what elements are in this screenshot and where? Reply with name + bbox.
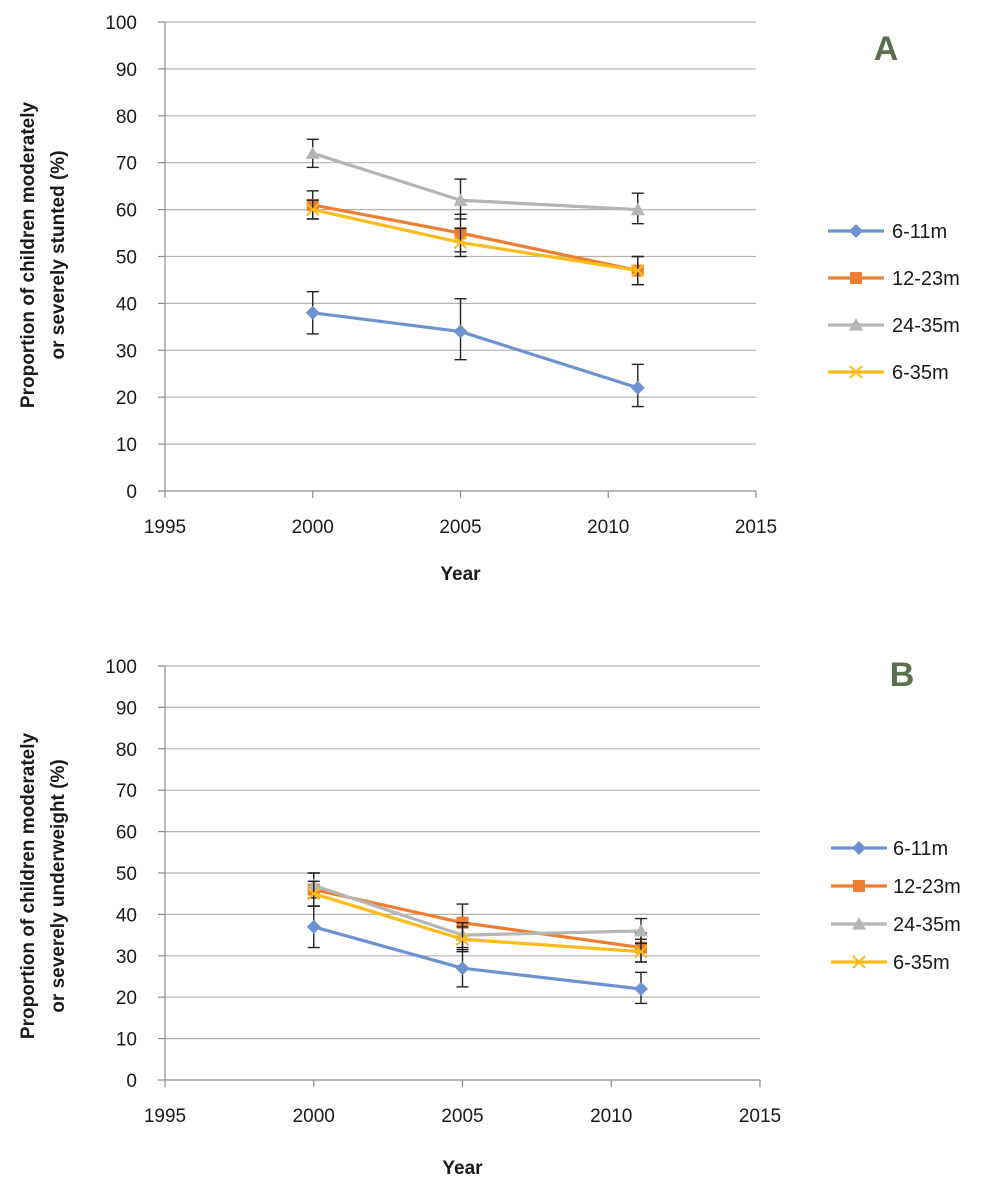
series-6-35m <box>306 199 645 286</box>
legend-label: 12-23m <box>892 268 960 290</box>
stunting-chart: 0 10 20 30 40 50 60 70 80 90 100 1995 2000 2005 2010 20… <box>18 13 960 585</box>
y-tick-label: 20 <box>116 388 137 409</box>
data-point <box>634 944 648 959</box>
x-tick-label: 2015 <box>739 1106 781 1127</box>
legend-item: 6-11m <box>831 838 948 860</box>
y-tick-label: 60 <box>116 201 137 222</box>
series-24-35m <box>306 872 648 949</box>
data-point <box>306 202 320 217</box>
series-line <box>312 203 639 273</box>
y-tick-label: 50 <box>116 248 137 269</box>
legend-label: 12-23m <box>893 876 961 898</box>
chart-panel-a: 0 10 20 30 40 50 60 70 80 90 100 1995 2000 2005 2010 20… <box>0 0 987 590</box>
y-axis-title-line: Proportion of children moderately <box>18 102 39 409</box>
y-tick-label: 30 <box>116 947 137 968</box>
legend-marker <box>849 365 863 379</box>
legend-item: 6-35m <box>828 362 949 384</box>
x-tick-label: 1995 <box>144 1106 186 1127</box>
y-tick-label: 40 <box>116 905 137 926</box>
legend-item: 24-35m <box>828 315 960 337</box>
data-point <box>453 193 468 206</box>
y-tick-label: 60 <box>116 823 137 844</box>
y-axis-title-line: or severely stunted (%) <box>48 150 69 359</box>
y-axis-title-line: Proportion of children moderately <box>18 733 39 1040</box>
legend-label: 24-35m <box>892 315 960 337</box>
y-tick-label: 0 <box>126 482 137 503</box>
data-point <box>634 981 648 996</box>
data-point <box>453 235 468 250</box>
series-line <box>312 208 639 273</box>
legend-marker <box>849 224 863 238</box>
x-tick-label: 2010 <box>590 1106 632 1127</box>
legend-marker <box>853 880 865 892</box>
legend-label: 24-35m <box>893 914 961 936</box>
data-point <box>630 380 645 395</box>
legend-item: 6-35m <box>831 952 950 974</box>
legend-label: 6-11m <box>892 221 947 243</box>
x-axis-title: Year <box>440 564 481 585</box>
data-point <box>631 263 645 278</box>
y-tick-label: 0 <box>126 1071 137 1092</box>
x-tick-label: 2000 <box>293 1106 335 1127</box>
legend-marker <box>852 841 866 855</box>
y-tick-label: 90 <box>116 60 137 81</box>
legend-item: 24-35m <box>831 914 961 936</box>
legend-item: 12-23m <box>831 876 961 898</box>
data-point <box>630 202 645 216</box>
series-6-11m <box>306 905 648 1005</box>
x-axis-title: Year <box>442 1158 483 1179</box>
y-tick-label: 100 <box>105 657 137 678</box>
legend-item: 12-23m <box>828 268 960 290</box>
panel-letter: B <box>890 656 915 694</box>
x-tick-label: 2010 <box>587 517 629 538</box>
panel-letter: A <box>874 30 899 68</box>
data-point <box>305 146 320 159</box>
y-tick-label: 40 <box>116 294 137 315</box>
x-tick-label: 2005 <box>439 517 481 538</box>
data-point <box>634 923 648 937</box>
data-point <box>455 932 470 946</box>
y-tick-label: 10 <box>116 1030 137 1051</box>
data-point <box>455 961 470 976</box>
data-point <box>306 919 321 934</box>
y-tick-label: 70 <box>116 154 137 175</box>
series-24-35m <box>305 138 645 225</box>
x-tick-label: 2005 <box>441 1106 483 1127</box>
series-line <box>312 151 638 212</box>
legend-marker <box>850 272 862 284</box>
x-tick-label: 2000 <box>292 517 334 538</box>
series-6-11m <box>305 290 645 408</box>
legend-marker <box>852 955 866 969</box>
chart-panel-b: 0 10 20 30 40 50 60 70 80 90 100 1995 2000 2005 2010 20… <box>0 590 987 1181</box>
legend-marker <box>849 318 863 331</box>
x-tick-label: 2015 <box>735 517 777 538</box>
legend-label: 6-35m <box>892 362 949 384</box>
y-tick-label: 30 <box>116 341 137 362</box>
data-point <box>305 305 320 320</box>
data-point <box>307 886 321 901</box>
series-6-35m <box>307 880 648 963</box>
y-tick-label: 10 <box>116 435 137 456</box>
y-tick-label: 90 <box>116 698 137 719</box>
y-tick-label: 50 <box>116 864 137 885</box>
legend-label: 6-35m <box>893 952 950 974</box>
y-tick-label: 80 <box>116 107 137 128</box>
y-tick-label: 20 <box>116 988 137 1009</box>
y-axis-title-line: or severely underweight (%) <box>48 759 69 1012</box>
series-12-23m <box>306 190 644 286</box>
underweight-chart: 0 10 20 30 40 50 60 70 80 90 100 1995 2000 2005 2010 20… <box>18 656 961 1179</box>
x-tick-label: 1995 <box>144 517 186 538</box>
y-tick-label: 100 <box>105 13 137 34</box>
data-point <box>453 324 468 339</box>
legend-item: 6-11m <box>828 221 947 243</box>
y-tick-label: 80 <box>116 740 137 761</box>
legend-label: 6-11m <box>893 838 948 860</box>
legend-marker <box>852 917 866 930</box>
y-tick-label: 70 <box>116 781 137 802</box>
